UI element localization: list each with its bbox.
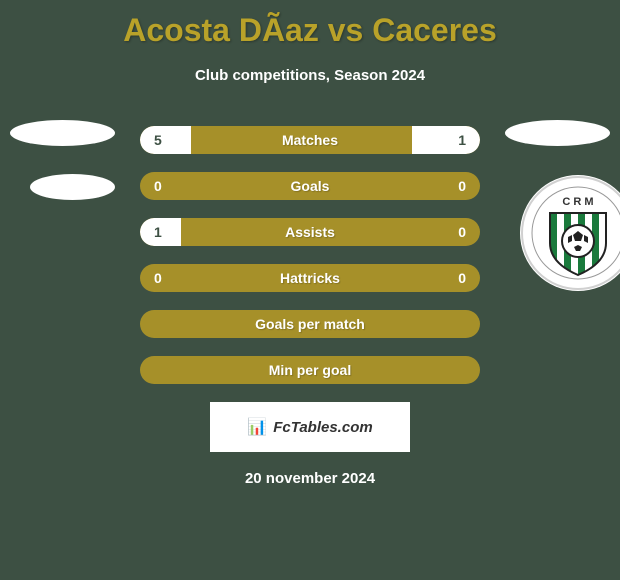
date-text: 20 november 2024 — [0, 470, 620, 487]
stat-value-left: 0 — [154, 178, 162, 194]
club-logo: C R M — [520, 175, 620, 291]
player-left-avatar — [10, 120, 115, 228]
stats-container: 5 Matches 1 0 Goals 0 1 Assists 0 0 Hatt… — [140, 126, 480, 384]
player-placeholder-ellipse — [10, 120, 115, 146]
page-title: Acosta DÃ­az vs Caceres — [0, 0, 620, 49]
stat-value-right: 0 — [458, 270, 466, 286]
attribution-text: FcTables.com — [273, 419, 372, 436]
chart-icon: 📊 — [247, 417, 267, 437]
stat-label: Assists — [285, 224, 335, 240]
stat-row-min-per-goal: Min per goal — [140, 356, 480, 384]
stat-row-matches: 5 Matches 1 — [140, 126, 480, 154]
player-placeholder-ellipse — [505, 120, 610, 146]
subtitle: Club competitions, Season 2024 — [0, 67, 620, 84]
attribution-box[interactable]: 📊 FcTables.com — [210, 402, 410, 452]
stat-label: Matches — [282, 132, 338, 148]
stat-bar-right — [412, 126, 480, 154]
stat-value-left: 1 — [154, 224, 162, 240]
stat-value-right: 0 — [458, 224, 466, 240]
player-placeholder-ellipse — [30, 174, 115, 200]
stat-row-assists: 1 Assists 0 — [140, 218, 480, 246]
club-logo-svg: C R M — [520, 175, 620, 291]
stat-label: Min per goal — [269, 362, 351, 378]
stat-bar-left — [140, 126, 191, 154]
stat-value-left: 0 — [154, 270, 162, 286]
player-right-avatar — [505, 120, 610, 174]
stat-label: Hattricks — [280, 270, 340, 286]
stat-label: Goals — [291, 178, 330, 194]
stat-row-goals: 0 Goals 0 — [140, 172, 480, 200]
svg-text:C R M: C R M — [562, 196, 593, 208]
stat-row-hattricks: 0 Hattricks 0 — [140, 264, 480, 292]
stat-label: Goals per match — [255, 316, 365, 332]
stat-value-right: 0 — [458, 178, 466, 194]
stat-value-right: 1 — [458, 132, 466, 148]
stat-value-left: 5 — [154, 132, 162, 148]
stat-row-goals-per-match: Goals per match — [140, 310, 480, 338]
